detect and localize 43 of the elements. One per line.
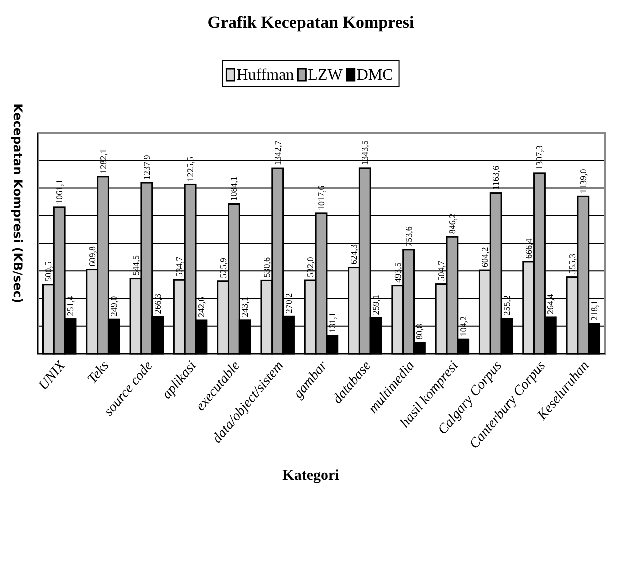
data-label: 534,7 [174,256,185,278]
data-label: 544,5 [130,255,141,276]
data-label: 1139,0 [578,168,588,194]
data-label: 493,5 [392,262,403,283]
data-label: 1237,9 [142,154,152,180]
x-tick-label: Teks [85,358,113,388]
data-label: 80,8 [414,324,425,340]
data-label: 243,1 [240,297,250,318]
data-label: 624,3 [349,244,360,265]
data-label: 1282,1 [98,149,108,174]
data-label: 264,4 [546,294,556,314]
data-label: 218,1 [589,300,600,321]
data-label: 270,2 [284,293,294,314]
data-label: 1342,7 [272,140,283,166]
data-label: 266,3 [152,293,163,314]
data-label: 609,8 [87,246,98,267]
data-label: 1163,6 [491,165,502,190]
data-label: 604,2 [480,247,490,268]
data-label: 255,2 [502,296,512,316]
data-label: 251,4 [66,296,76,316]
data-label: 131,1 [327,312,338,333]
y-axis-title: Kecepatan Kompresi (KB/sec) [11,104,25,304]
data-label: 530,6 [262,256,272,278]
data-label: 1343,5 [360,140,370,166]
legend-label: LZW [308,67,344,84]
data-label: 525,9 [218,258,228,278]
data-label: 1084,1 [229,176,240,202]
data-label: 249,0 [109,296,120,317]
data-label: 846,2 [447,214,458,234]
data-label: 500,5 [44,261,54,282]
data-label: 1017,6 [316,185,326,210]
data-label: 259,1 [371,294,382,316]
legend-label: Huffman [236,67,294,84]
data-label: 1225,5 [186,156,196,182]
x-axis-title: Kategori [282,468,340,484]
data-label: 532,0 [306,256,316,278]
data-label: 104,2 [458,316,468,337]
legend-label: DMC [356,67,394,84]
data-label: 666,4 [524,238,534,259]
chart-title: Grafik Kecepatan Kompresi [208,13,415,32]
data-label: 242,6 [196,296,206,318]
data-label: 555,3 [567,254,578,274]
data-label: 504,7 [436,260,447,282]
